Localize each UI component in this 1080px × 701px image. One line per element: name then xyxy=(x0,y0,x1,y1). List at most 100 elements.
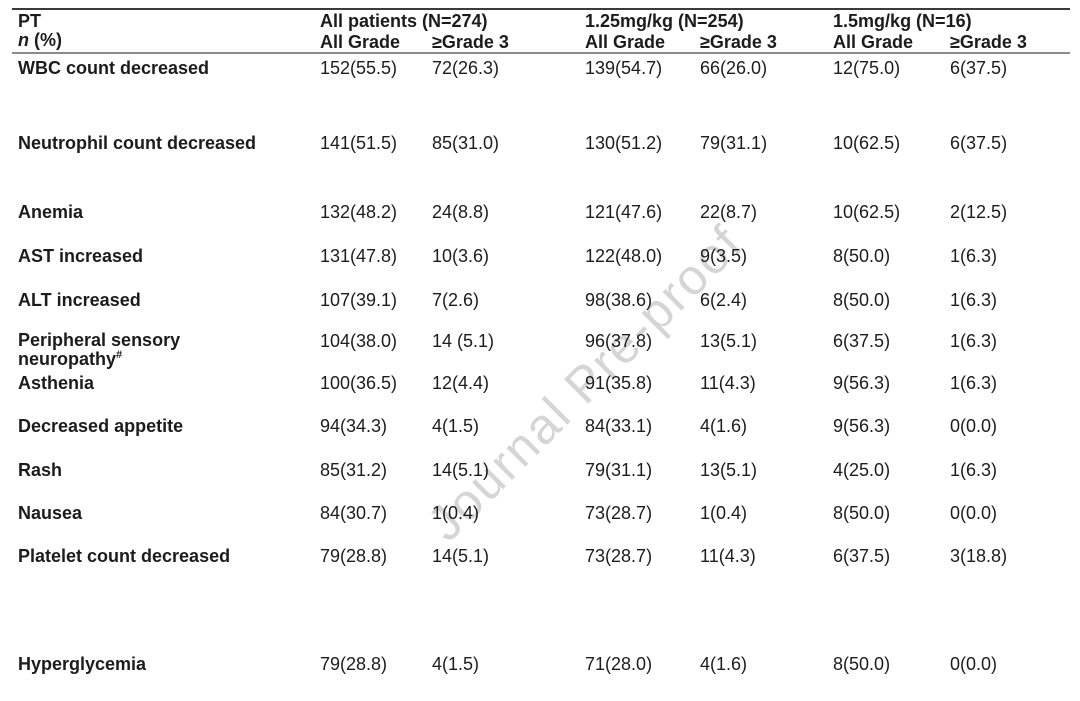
table-row: Peripheral sensory neuropathy# 104(38.0) … xyxy=(12,327,1070,369)
table-row: Neutrophil count decreased 141(51.5) 85(… xyxy=(12,129,1070,198)
value-cell: 8(50.0) xyxy=(833,503,891,523)
value-cell: 10(3.6) xyxy=(432,246,490,266)
value-cell: 85(31.0) xyxy=(432,133,500,153)
pt-label: Platelet count decreased xyxy=(18,546,231,566)
value-cell: 0(0.0) xyxy=(950,654,998,674)
value-cell: 79(28.8) xyxy=(320,654,388,674)
pt-cell: Decreased appetite xyxy=(12,412,320,456)
value-cell: 96(37.8) xyxy=(585,331,653,351)
pt-cell: Rash xyxy=(12,456,320,499)
value-cell: 12(75.0) xyxy=(833,58,901,78)
value-cell: 4(1.6) xyxy=(700,654,748,674)
table-row: Anemia 132(48.2) 24(8.8) 121(47.6) 22(8.… xyxy=(12,198,1070,242)
adverse-events-table: PT n (%) All patients (N=274) 1.25mg/kg … xyxy=(12,8,1071,693)
value-cell: 0(0.0) xyxy=(950,503,998,523)
subheader-all-grade-2: All Grade xyxy=(585,31,701,54)
value-cell: 6(37.5) xyxy=(833,546,891,566)
value-cell: 139(54.7) xyxy=(585,58,663,78)
pt-label: Anemia xyxy=(18,202,84,222)
value-cell: 1(0.4) xyxy=(432,503,480,523)
value-cell: 131(47.8) xyxy=(320,246,398,266)
value-cell: 104(38.0) xyxy=(320,331,398,351)
value-cell: 4(1.5) xyxy=(432,416,480,436)
value-cell: 91(35.8) xyxy=(585,373,653,393)
value-cell: 1(6.3) xyxy=(950,331,998,351)
value-cell: 10(62.5) xyxy=(833,202,901,222)
value-cell: 79(31.1) xyxy=(585,460,653,480)
value-cell: 73(28.7) xyxy=(585,546,653,566)
value-cell: 85(31.2) xyxy=(320,460,388,480)
value-cell: 9(56.3) xyxy=(833,416,891,436)
pt-label: Neutrophil count decreased xyxy=(18,133,257,153)
value-cell: 130(51.2) xyxy=(585,133,663,153)
value-cell: 1(6.3) xyxy=(950,246,998,266)
value-cell: 132(48.2) xyxy=(320,202,398,222)
table-row: AST increased 131(47.8) 10(3.6) 122(48.0… xyxy=(12,242,1070,286)
value-cell: 121(47.6) xyxy=(585,202,663,222)
table-row: Rash 85(31.2) 14(5.1) 79(31.1) 13(5.1) 4… xyxy=(12,456,1070,499)
pt-cell: Peripheral sensory neuropathy# xyxy=(12,327,320,369)
value-cell: 14(5.1) xyxy=(432,460,490,480)
value-cell: 4(1.6) xyxy=(700,416,748,436)
value-cell: 1(6.3) xyxy=(950,290,998,310)
value-cell: 22(8.7) xyxy=(700,202,758,222)
value-cell: 11(4.3) xyxy=(700,373,756,393)
value-cell: 8(50.0) xyxy=(833,246,891,266)
value-cell: 98(38.6) xyxy=(585,290,653,310)
value-cell: 152(55.5) xyxy=(320,58,398,78)
value-cell: 84(33.1) xyxy=(585,416,653,436)
value-cell: 71(28.0) xyxy=(585,654,653,674)
pt-cell: AST increased xyxy=(12,242,320,286)
pt-cell: Neutrophil count decreased xyxy=(12,129,320,198)
value-cell: 7(2.6) xyxy=(432,290,480,310)
value-cell: 1(6.3) xyxy=(950,373,998,393)
value-cell: 79(31.1) xyxy=(700,133,768,153)
pt-cell: Asthenia xyxy=(12,369,320,412)
value-cell: 10(62.5) xyxy=(833,133,901,153)
table-body: WBC count decreased 152(55.5) 72(26.3) 1… xyxy=(12,53,1070,693)
value-cell: 4(1.5) xyxy=(432,654,480,674)
column-group-1-5mgkg: 1.5mg/kg (N=16) xyxy=(833,11,972,31)
pt-header-label: PT xyxy=(18,11,42,31)
value-cell: 1(0.4) xyxy=(700,503,748,523)
value-cell: 6(37.5) xyxy=(833,331,891,351)
value-cell: 24(8.8) xyxy=(432,202,490,222)
table-row: Asthenia 100(36.5) 12(4.4) 91(35.8) 11(4… xyxy=(12,369,1070,412)
pt-label: Asthenia xyxy=(18,373,95,393)
table-row: Nausea 84(30.7) 1(0.4) 73(28.7) 1(0.4) 8… xyxy=(12,499,1070,542)
value-cell: 13(5.1) xyxy=(700,460,758,480)
pt-cell: Nausea xyxy=(12,499,320,542)
table-header: PT n (%) All patients (N=274) 1.25mg/kg … xyxy=(12,9,1071,54)
pt-label: Nausea xyxy=(18,503,83,523)
value-cell: 8(50.0) xyxy=(833,654,891,674)
value-cell: 13(5.1) xyxy=(700,331,758,351)
header-subcolumn-row: All Grade ≥Grade 3 All Grade ≥Grade 3 Al… xyxy=(12,31,1071,54)
table-row: Decreased appetite 94(34.3) 4(1.5) 84(33… xyxy=(12,412,1070,456)
subheader-all-grade-1: All Grade xyxy=(320,31,432,54)
value-cell: 100(36.5) xyxy=(320,373,398,393)
table-row: Platelet count decreased 79(28.8) 14(5.1… xyxy=(12,542,1070,650)
pt-label: Rash xyxy=(18,460,63,480)
value-cell: 66(26.0) xyxy=(700,58,768,78)
pt-label: ALT increased xyxy=(18,290,141,310)
value-cell: 6(37.5) xyxy=(950,133,1008,153)
value-cell: 9(3.5) xyxy=(700,246,748,266)
value-cell: 14 (5.1) xyxy=(432,331,495,351)
value-cell: 0(0.0) xyxy=(950,416,998,436)
column-header-pt: PT n (%) xyxy=(12,9,320,54)
value-cell: 6(37.5) xyxy=(950,58,1008,78)
value-cell: 122(48.0) xyxy=(585,246,663,266)
table-row: Hyperglycemia 79(28.8) 4(1.5) 71(28.0) 4… xyxy=(12,650,1070,693)
column-group-1-25mgkg: 1.25mg/kg (N=254) xyxy=(585,11,744,31)
value-cell: 84(30.7) xyxy=(320,503,388,523)
header-group-row: PT n (%) All patients (N=274) 1.25mg/kg … xyxy=(12,9,1070,54)
pt-cell: WBC count decreased xyxy=(12,53,320,129)
n-percent-header-label: n (%) xyxy=(18,30,62,50)
pt-label: WBC count decreased xyxy=(18,58,210,78)
table-row: WBC count decreased 152(55.5) 72(26.3) 1… xyxy=(12,53,1070,129)
value-cell: 72(26.3) xyxy=(432,58,500,78)
pt-label: Peripheral sensory neuropathy# xyxy=(18,330,181,369)
column-group-all-patients: All patients (N=274) xyxy=(320,11,488,31)
pt-cell: Platelet count decreased xyxy=(12,542,320,650)
value-cell: 9(56.3) xyxy=(833,373,891,393)
